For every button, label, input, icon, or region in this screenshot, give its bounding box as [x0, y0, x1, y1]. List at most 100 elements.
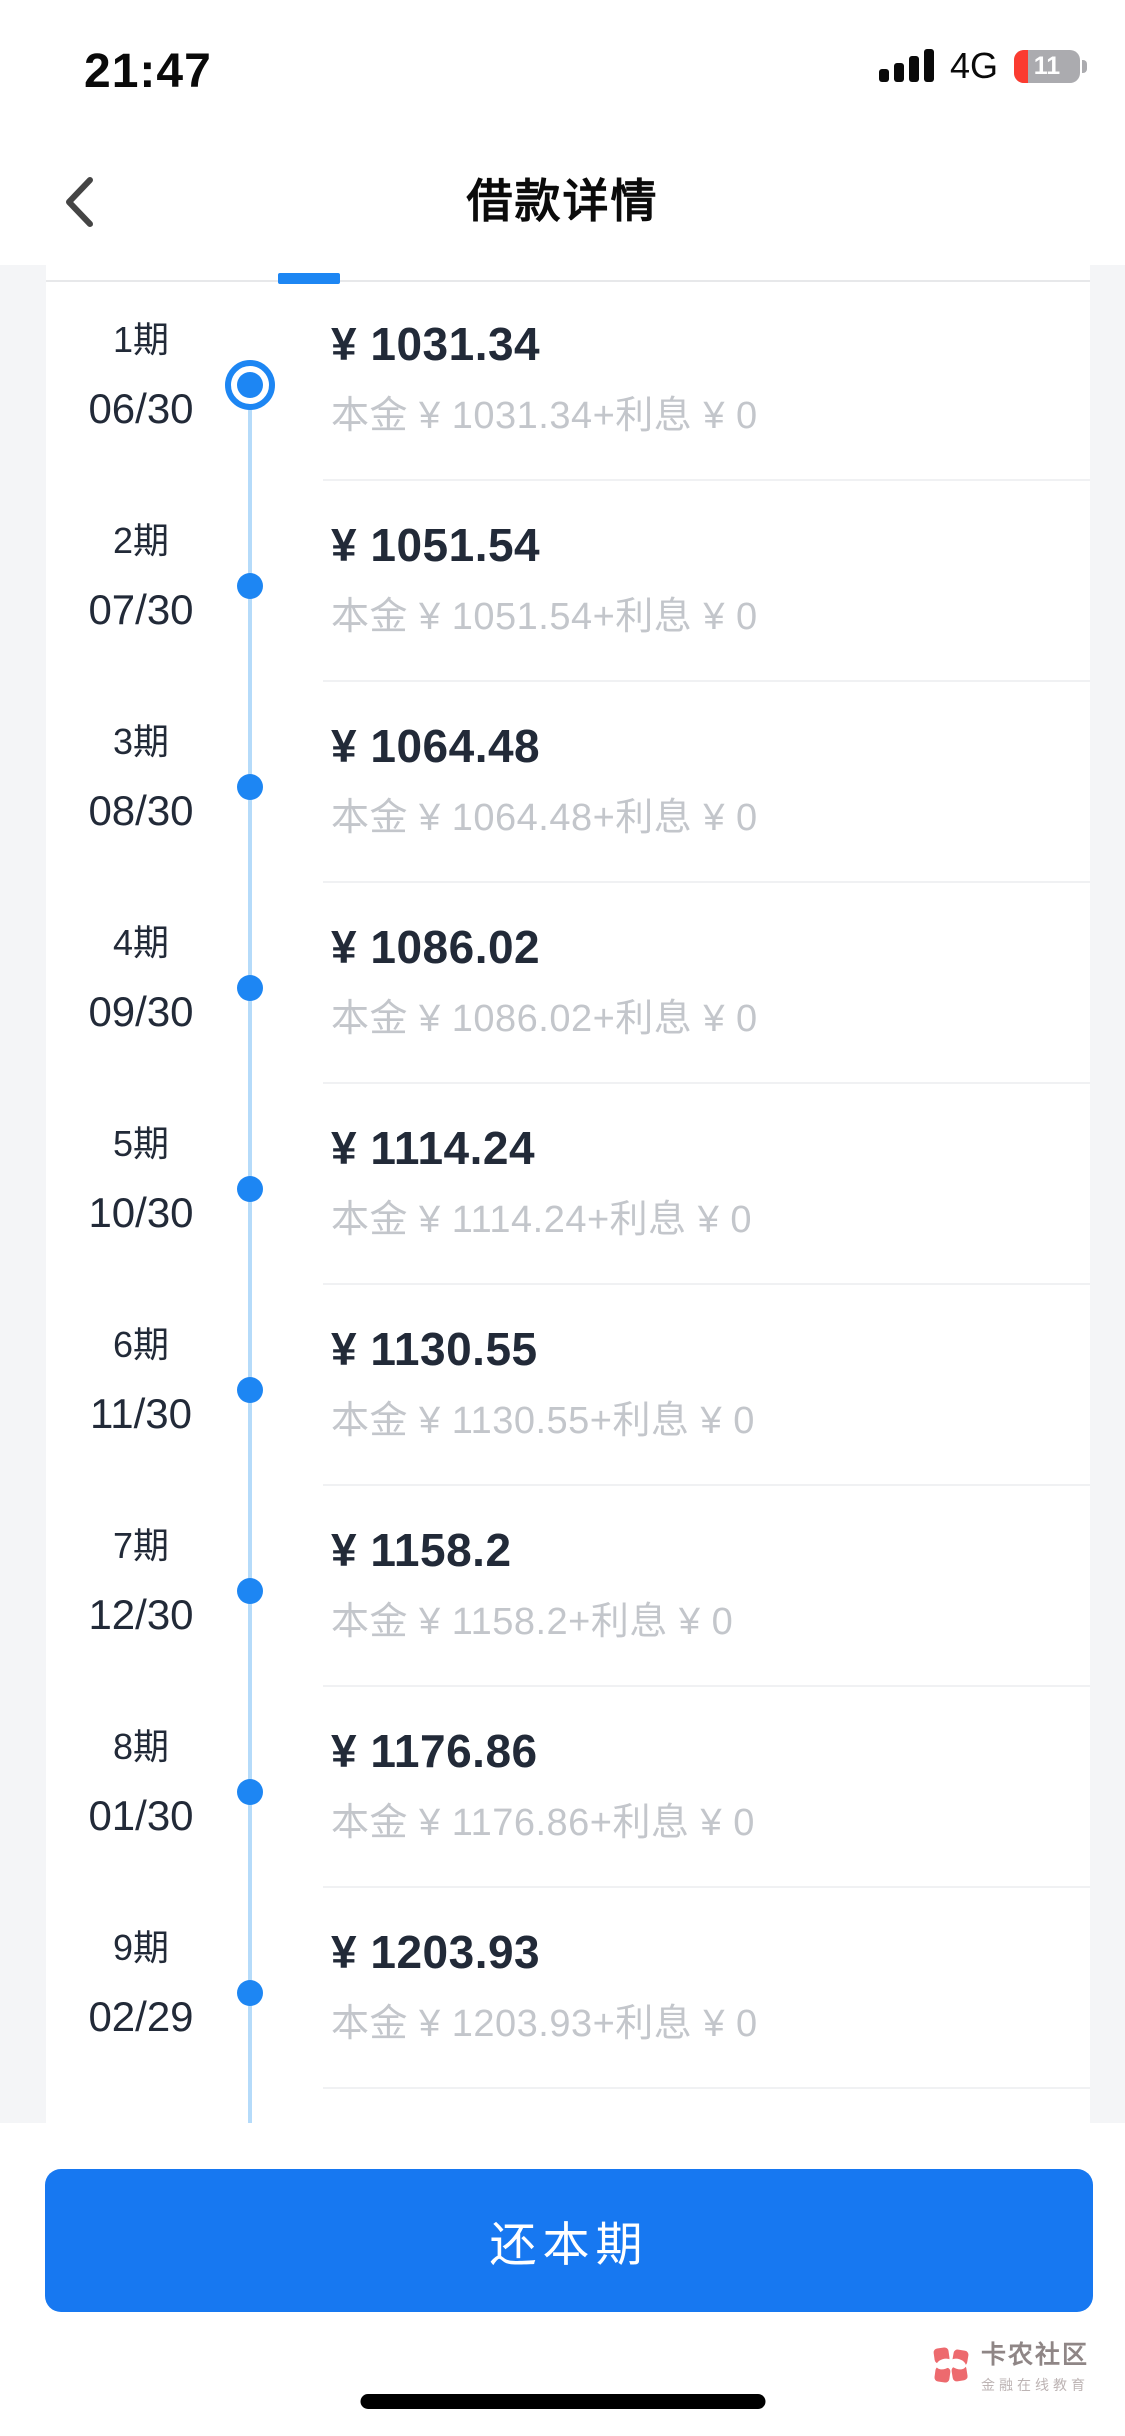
period-label: 6期 — [112, 1324, 170, 1365]
battery-icon: 11 — [1014, 48, 1087, 84]
installment-row-main: ¥ 1176.86 本金 ¥ 1176.86+利息 ¥ 0 — [331, 1687, 1066, 1845]
installment-row-left: 9期 02/29 — [46, 1888, 236, 2089]
installment-row-main: ¥ 1086.02 本金 ¥ 1086.02+利息 ¥ 0 — [331, 883, 1066, 1041]
schedule-panel: 1期 06/30 ¥ 1031.34 本金 ¥ 1031.34+利息 ¥ 0 2… — [46, 265, 1090, 2123]
watermark: 卡农社区 金融在线教育 — [931, 2335, 1089, 2395]
timeline-dot — [237, 774, 263, 800]
amount-breakdown: 本金 ¥ 1086.02+利息 ¥ 0 — [331, 998, 758, 1040]
installment-row: 1期 06/30 ¥ 1031.34 本金 ¥ 1031.34+利息 ¥ 0 — [46, 280, 1090, 481]
battery-fill — [1014, 49, 1028, 83]
due-date: 07/30 — [88, 586, 194, 633]
status-icons: 4G 11 — [878, 45, 1087, 86]
installment-row-main: ¥ 1051.54 本金 ¥ 1051.54+利息 ¥ 0 — [331, 481, 1066, 639]
cellular-signal-icon — [878, 49, 934, 84]
kanong-logo-icon — [933, 2347, 969, 2383]
amount-breakdown: 本金 ¥ 1031.34+利息 ¥ 0 — [331, 395, 758, 437]
row-divider — [323, 881, 1090, 883]
installment-row-left: 8期 01/30 — [46, 1687, 236, 1888]
repay-current-period-button[interactable]: 还本期 — [45, 2169, 1093, 2312]
amount-breakdown: 本金 ¥ 1158.2+利息 ¥ 0 — [331, 1601, 734, 1643]
installment-row-left: 3期 08/30 — [46, 682, 236, 883]
period-label: 7期 — [112, 1525, 170, 1566]
installment-row-main: ¥ 1114.24 本金 ¥ 1114.24+利息 ¥ 0 — [331, 1084, 1066, 1242]
amount-breakdown: 本金 ¥ 1114.24+利息 ¥ 0 — [331, 1199, 753, 1241]
amount: ¥ 1051.54 — [331, 519, 541, 571]
timeline-dot — [237, 1578, 263, 1604]
amount: ¥ 1158.2 — [331, 1524, 512, 1576]
row-divider — [323, 1082, 1090, 1084]
timeline-dot — [237, 975, 263, 1001]
timeline-dot — [237, 573, 263, 599]
installment-row-main: ¥ 1203.93 本金 ¥ 1203.93+利息 ¥ 0 — [331, 1888, 1066, 2046]
period-label: 9期 — [112, 1927, 170, 1968]
chevron-left-icon — [66, 177, 93, 227]
nav-bar: 借款详情 — [0, 130, 1125, 265]
watermark-title: 卡农社区 — [980, 2341, 1089, 2369]
period-label: 5期 — [112, 1123, 170, 1164]
due-date: 06/30 — [88, 385, 194, 432]
installment-row-left: 7期 12/30 — [46, 1486, 236, 1687]
installment-list[interactable]: 1期 06/30 ¥ 1031.34 本金 ¥ 1031.34+利息 ¥ 0 2… — [46, 280, 1090, 2089]
period-label: 3期 — [112, 721, 170, 762]
installment-row-main: ¥ 1031.34 本金 ¥ 1031.34+利息 ¥ 0 — [331, 280, 1066, 438]
content-area: 1期 06/30 ¥ 1031.34 本金 ¥ 1031.34+利息 ¥ 0 2… — [0, 265, 1125, 2123]
home-indicator[interactable] — [360, 2394, 765, 2409]
amount: ¥ 1086.02 — [331, 921, 541, 973]
battery-percent: 11 — [1033, 51, 1061, 80]
battery-cap — [1082, 59, 1087, 73]
network-type-label: 4G — [949, 45, 998, 86]
amount: ¥ 1064.48 — [331, 720, 541, 772]
due-date: 10/30 — [88, 1189, 194, 1236]
row-divider — [323, 1886, 1090, 1888]
amount: ¥ 1031.34 — [331, 318, 541, 370]
installment-row-left: 6期 11/30 — [46, 1285, 236, 1486]
clock: 21:47 — [84, 45, 212, 98]
timeline-dot — [225, 360, 275, 410]
installment-row: 4期 09/30 ¥ 1086.02 本金 ¥ 1086.02+利息 ¥ 0 — [46, 883, 1090, 1084]
row-divider — [323, 1283, 1090, 1285]
timeline-line — [248, 385, 252, 2123]
installment-row: 8期 01/30 ¥ 1176.86 本金 ¥ 1176.86+利息 ¥ 0 — [46, 1687, 1090, 1888]
row-divider — [323, 1685, 1090, 1687]
timeline-dot — [237, 1176, 263, 1202]
installment-row-left: 5期 10/30 — [46, 1084, 236, 1285]
installment-row: 5期 10/30 ¥ 1114.24 本金 ¥ 1114.24+利息 ¥ 0 — [46, 1084, 1090, 1285]
period-label: 8期 — [112, 1726, 170, 1767]
amount-breakdown: 本金 ¥ 1051.54+利息 ¥ 0 — [331, 596, 758, 638]
row-divider — [323, 680, 1090, 682]
period-label: 1期 — [112, 319, 170, 360]
installment-row-main: ¥ 1064.48 本金 ¥ 1064.48+利息 ¥ 0 — [331, 682, 1066, 840]
timeline-dot — [237, 1980, 263, 2006]
period-label: 2期 — [112, 520, 170, 561]
installment-row: 9期 02/29 ¥ 1203.93 本金 ¥ 1203.93+利息 ¥ 0 — [46, 1888, 1090, 2089]
installment-row: 2期 07/30 ¥ 1051.54 本金 ¥ 1051.54+利息 ¥ 0 — [46, 481, 1090, 682]
due-date: 08/30 — [88, 787, 194, 834]
bottom-bar: 还本期 卡农社区 金融在线教育 — [0, 2123, 1125, 2436]
row-divider — [323, 1484, 1090, 1486]
installment-row: 3期 08/30 ¥ 1064.48 本金 ¥ 1064.48+利息 ¥ 0 — [46, 682, 1090, 883]
timeline-dot — [237, 1779, 263, 1805]
installment-row: 6期 11/30 ¥ 1130.55 本金 ¥ 1130.55+利息 ¥ 0 — [46, 1285, 1090, 1486]
timeline-dot — [237, 1377, 263, 1403]
installment-row-left: 4期 09/30 — [46, 883, 236, 1084]
installment-row-main: ¥ 1158.2 本金 ¥ 1158.2+利息 ¥ 0 — [331, 1486, 1066, 1644]
back-button[interactable] — [44, 162, 114, 242]
amount-breakdown: 本金 ¥ 1176.86+利息 ¥ 0 — [331, 1802, 755, 1844]
installment-row-main: ¥ 1130.55 本金 ¥ 1130.55+利息 ¥ 0 — [331, 1285, 1066, 1443]
amount-breakdown: 本金 ¥ 1203.93+利息 ¥ 0 — [331, 2003, 758, 2045]
amount: ¥ 1203.93 — [331, 1926, 541, 1978]
watermark-subtitle: 金融在线教育 — [980, 2377, 1089, 2393]
amount-breakdown: 本金 ¥ 1064.48+利息 ¥ 0 — [331, 797, 758, 839]
installment-row-left: 2期 07/30 — [46, 481, 236, 682]
due-date: 09/30 — [88, 988, 194, 1035]
due-date: 11/30 — [90, 1390, 192, 1437]
row-divider — [323, 479, 1090, 481]
period-label: 4期 — [112, 922, 170, 963]
due-date: 12/30 — [88, 1591, 194, 1638]
scroll-indicator — [278, 273, 340, 284]
panel-top-border — [46, 280, 1090, 282]
amount: ¥ 1114.24 — [331, 1122, 536, 1174]
page-title: 借款详情 — [466, 174, 659, 227]
row-divider — [323, 2087, 1090, 2089]
